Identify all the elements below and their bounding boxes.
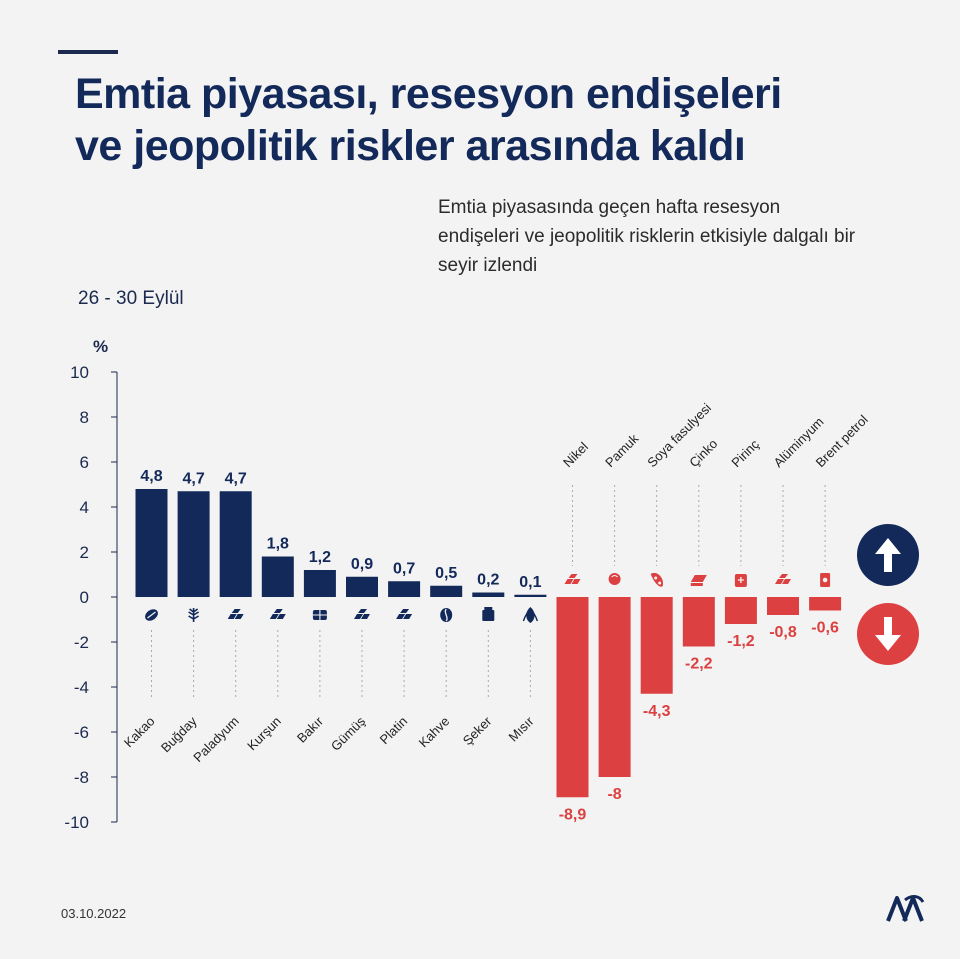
- category-label: Pirinç: [728, 436, 762, 470]
- zinc-icon: [690, 575, 707, 586]
- bar-negative: [767, 597, 799, 615]
- y-tick-label: -6: [74, 723, 89, 742]
- y-tick-label: 4: [80, 498, 89, 517]
- bar-negative: [598, 597, 631, 777]
- metal-bars-icon: [396, 609, 413, 619]
- metal-bars-icon: [775, 574, 791, 584]
- cotton-icon: [608, 573, 621, 585]
- category-label: Nikel: [560, 439, 591, 470]
- metal-bars-icon: [564, 574, 581, 584]
- bar-value-label: 4,7: [182, 470, 204, 487]
- bar-negative: [682, 597, 715, 647]
- oil-barrel-icon: [820, 573, 831, 587]
- y-tick-label: 2: [80, 543, 89, 562]
- bar-positive: [177, 491, 210, 597]
- bar-negative: [556, 597, 589, 798]
- arrow-up-icon: [875, 538, 901, 572]
- date-range: 26 - 30 Eylül: [78, 288, 184, 309]
- bar-value-label: -1,2: [727, 633, 755, 650]
- page-title: Emtia piyasası, resesyon endişeleri ve j…: [75, 70, 782, 170]
- bar-positive: [472, 592, 505, 597]
- bar-value-label: -8: [607, 786, 621, 803]
- decrease-badge: [857, 603, 919, 665]
- bar-positive: [346, 576, 378, 597]
- bar-value-label: -2,2: [685, 656, 713, 673]
- wheat-icon: [188, 608, 200, 622]
- y-tick-label: -10: [64, 813, 89, 832]
- category-label: Mısır: [505, 713, 537, 745]
- arrow-down-icon: [875, 617, 901, 651]
- metal-bars-icon: [354, 609, 370, 619]
- bar-value-label: 4,7: [225, 470, 247, 487]
- bar-value-label: 0,2: [477, 572, 499, 589]
- y-axis-unit: %: [93, 337, 108, 356]
- bar-value-label: -0,8: [769, 624, 797, 641]
- y-tick-label: 0: [80, 588, 89, 607]
- y-tick-label: 6: [80, 453, 89, 472]
- category-label: Şeker: [460, 713, 495, 748]
- cocoa-icon: [145, 609, 158, 621]
- metal-bars-icon: [227, 609, 244, 619]
- category-label: Çinko: [686, 436, 720, 470]
- category-label: Gümüş: [328, 713, 369, 754]
- bar-negative: [809, 597, 842, 611]
- bar-value-label: 0,9: [351, 556, 373, 573]
- rice-icon: [734, 574, 747, 587]
- bar-negative: [640, 597, 673, 694]
- category-label: Kakao: [121, 714, 158, 751]
- y-tick-label: 10: [70, 363, 89, 382]
- bar-value-label: -8,9: [559, 806, 587, 823]
- bar-positive: [261, 556, 294, 597]
- aa-logo-icon: [886, 895, 925, 922]
- corn-icon: [522, 607, 539, 623]
- category-label: Platin: [377, 714, 411, 748]
- soybean-icon: [650, 572, 664, 587]
- copper-icon: [312, 610, 327, 620]
- publication-date: 03.10.2022: [61, 906, 127, 921]
- bar-value-label: 0,1: [519, 574, 541, 591]
- category-label: Bakır: [294, 713, 327, 746]
- title-rule: [58, 50, 118, 54]
- coffee-icon: [440, 608, 453, 622]
- bar-value-label: 1,8: [267, 536, 289, 553]
- category-label: Kahve: [416, 714, 453, 751]
- bar-negative: [724, 597, 757, 624]
- y-tick-label: -8: [74, 768, 89, 787]
- y-tick-label: -2: [74, 633, 89, 652]
- category-label: Kurşun: [244, 714, 284, 754]
- category-label: Buğday: [158, 713, 200, 755]
- category-label: Paladyum: [190, 714, 241, 765]
- y-tick-label: 8: [80, 408, 89, 427]
- increase-badge: [857, 524, 919, 586]
- bar-positive: [135, 489, 168, 597]
- bar-positive: [303, 570, 336, 597]
- page-subtitle: Emtia piyasasında geçen hafta resesyon e…: [438, 197, 856, 276]
- bar-value-label: 1,2: [309, 549, 331, 566]
- bar-value-label: 0,5: [435, 565, 457, 582]
- metal-bars-icon: [269, 609, 286, 619]
- y-tick-label: -4: [74, 678, 89, 697]
- sugar-icon: [482, 607, 495, 621]
- bar-value-label: -4,3: [643, 703, 671, 720]
- bar-value-label: 0,7: [393, 560, 415, 577]
- bar-positive: [219, 491, 252, 597]
- bar-value-label: 4,8: [140, 468, 162, 485]
- bar-positive: [388, 581, 421, 597]
- bar-positive: [514, 594, 547, 597]
- bar-value-label: -0,6: [811, 620, 839, 637]
- bar-positive: [430, 585, 463, 597]
- category-label: Pamuk: [602, 431, 642, 471]
